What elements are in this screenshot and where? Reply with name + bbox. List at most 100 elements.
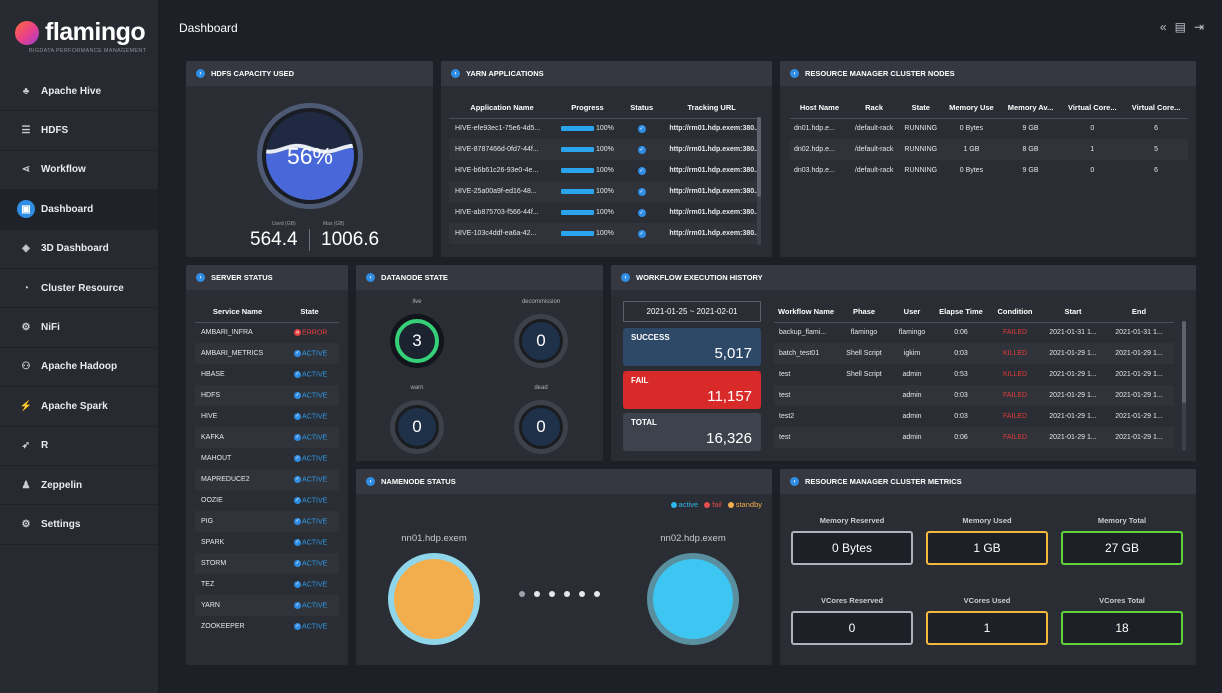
table-row[interactable]: YARN ✓ ACTIVE bbox=[195, 595, 339, 616]
table-row[interactable]: test Shell Script admin 0:53 KILLED 2021-01-2… bbox=[774, 364, 1174, 385]
namenode-1-name: nn01.hdp.exem bbox=[401, 533, 467, 544]
col-header[interactable]: Start bbox=[1042, 301, 1104, 323]
total-stat[interactable]: TOTAL 16,326 bbox=[623, 413, 761, 451]
logout-icon[interactable]: ⇥ bbox=[1193, 20, 1204, 34]
table-row[interactable]: HIVE-ab875703-f566-44f... 100% ✓ http://rm0… bbox=[449, 202, 760, 223]
check-circle-icon: ✓ bbox=[294, 349, 302, 357]
table-row[interactable]: HIVE-8787466d-0fd7-44f... 100% ✓ http://rm0… bbox=[449, 139, 760, 160]
table-row[interactable]: test admin 0:03 FAILED 2021-01-29 1... 2021-0… bbox=[774, 385, 1174, 406]
col-header[interactable]: Status bbox=[619, 97, 664, 119]
table-cell: 9 GB bbox=[1022, 167, 1039, 174]
nifi-icon: ⚙ bbox=[21, 322, 31, 334]
table-row[interactable]: MAHOUT ✓ ACTIVE bbox=[195, 448, 339, 469]
table-row[interactable]: KAFKA ✓ ACTIVE bbox=[195, 427, 339, 448]
scroll-thumb[interactable] bbox=[757, 117, 761, 197]
table-row[interactable]: dn02.hdp.e.../default-rack RUNNING 1 GB 8 G… bbox=[790, 139, 1188, 160]
brand[interactable]: flamingo BIGDATA PERFORMANCE MANAGEMENT bbox=[0, 0, 158, 72]
table-row[interactable]: HBASE ✓ ACTIVE bbox=[195, 364, 339, 385]
tracking-url-link[interactable]: http://rm01.hdp.exem:380... bbox=[669, 125, 760, 133]
namenode-1-standby[interactable] bbox=[388, 553, 480, 645]
gauge-fill-highlight bbox=[266, 140, 354, 154]
table-row[interactable]: HDFS ✓ ACTIVE bbox=[195, 385, 339, 406]
col-header[interactable]: State bbox=[280, 301, 339, 323]
tracking-url-link[interactable]: http://rm01.hdp.exem:380... bbox=[669, 167, 760, 174]
col-header[interactable]: Memory Use bbox=[942, 97, 1001, 119]
table-row[interactable]: dn03.hdp.e... /default-rack RUNNING 0 Bytes… bbox=[790, 160, 1188, 181]
sidebar-item-zeppelin[interactable]: ♟ Zeppelin bbox=[0, 466, 158, 506]
col-header[interactable]: Host Name bbox=[790, 97, 849, 119]
carousel-dot[interactable] bbox=[519, 591, 525, 597]
table-row[interactable]: test admin 0:06 FAILED 2021-01-29 1... 2021-0… bbox=[774, 427, 1174, 448]
namenode-2-active[interactable] bbox=[647, 553, 739, 645]
sidebar-item-hdfs[interactable]: ☰ HDFS bbox=[0, 111, 158, 151]
col-header[interactable]: Memory Av... bbox=[1000, 97, 1061, 119]
table-row[interactable]: AMBARI_INFRA ✕ ERROR bbox=[195, 322, 339, 343]
sidebar-item-dashboard[interactable]: ▣ Dashboard bbox=[0, 190, 158, 230]
table-row[interactable]: OOZIE ✓ ACTIVE bbox=[195, 490, 339, 511]
dead-count: 0 bbox=[519, 405, 563, 449]
col-header[interactable]: Condition bbox=[988, 301, 1042, 323]
date-range-picker[interactable]: 2021-01-25 ~ 2021-02-01 bbox=[623, 301, 761, 322]
col-header[interactable]: End bbox=[1104, 301, 1174, 323]
app-name-cell: HIVE-25a00a9f-ed16-48... bbox=[449, 181, 555, 202]
sidebar-item-label: Apache Spark bbox=[41, 400, 108, 412]
carousel-dot[interactable] bbox=[549, 591, 555, 597]
server-status-table-body: AMBARI_INFRA ✕ ERROR AMBARI_METRICS ✓ ACTIVE H… bbox=[195, 322, 339, 637]
tracking-url-link[interactable]: http://rm01.hdp.exem:380... bbox=[669, 209, 760, 216]
col-header[interactable]: User bbox=[890, 301, 934, 323]
success-stat[interactable]: SUCCESS 5,017 bbox=[623, 328, 761, 366]
carousel-dot[interactable] bbox=[564, 591, 570, 597]
col-header[interactable]: Progress bbox=[554, 97, 620, 119]
col-header[interactable]: Service Name bbox=[195, 301, 281, 323]
sidebar-item-settings[interactable]: ⚙ Settings bbox=[0, 505, 158, 545]
table-row[interactable]: TEZ ✓ ACTIVE bbox=[195, 574, 339, 595]
table-row[interactable]: PIG ✓ ACTIVE bbox=[195, 511, 339, 532]
tracking-url-link[interactable]: http://rm01.hdp.exem:380... bbox=[663, 139, 760, 160]
sidebar-item-r[interactable]: ➶ R bbox=[0, 427, 158, 466]
table-row[interactable]: STORM ✓ ACTIVE bbox=[195, 553, 339, 574]
col-header[interactable]: Elapse Time bbox=[934, 301, 988, 323]
table-row[interactable]: SPARK ✓ ACTIVE bbox=[195, 532, 339, 553]
col-header[interactable]: Workflow Name bbox=[774, 301, 838, 323]
col-header[interactable]: State bbox=[899, 97, 943, 119]
carousel-dot[interactable] bbox=[579, 591, 585, 597]
col-header[interactable]: Rack bbox=[848, 97, 900, 119]
table-row[interactable]: HIVE-25a00a9f-ed16-48... 100% ✓ http://rm01… bbox=[449, 181, 760, 202]
table-row[interactable]: MAPREDUCE2 ✓ ACTIVE bbox=[195, 469, 339, 490]
yarn-scrollbar[interactable] bbox=[757, 117, 761, 245]
collapse-sidebar-icon[interactable]: « bbox=[1159, 20, 1167, 34]
table-row[interactable]: test2 admin 0:03 FAILED 2021-01-29 1... 2021-… bbox=[774, 406, 1174, 427]
table-row[interactable]: AMBARI_METRICS ✓ ACTIVE bbox=[195, 343, 339, 364]
table-row[interactable]: dn01.hdp.e... /default-rack RUNNING 0 Bytes… bbox=[790, 118, 1188, 139]
service-name-cell: YARN bbox=[195, 595, 281, 616]
fullscreen-icon[interactable]: ▤ bbox=[1174, 20, 1186, 34]
tracking-url-link[interactable]: http://rm01.hdp.exem:380... bbox=[663, 223, 760, 244]
sidebar-item-cluster-resource[interactable]: ◔ Cluster Resource bbox=[0, 269, 158, 309]
col-header[interactable]: Virtual Core... bbox=[1060, 97, 1125, 119]
sidebar-item-apache-hadoop[interactable]: ⚇ Apache Hadoop bbox=[0, 348, 158, 388]
table-row[interactable]: HIVE-b6b61c26-93e0-4e... 100% ✓ http://rm01… bbox=[449, 160, 760, 181]
table-row[interactable]: HIVE-103c4ddf-ea6a-42... 100% ✓ http://rm01… bbox=[449, 223, 760, 244]
tracking-url-link[interactable]: http://rm01.hdp.exem:380... bbox=[663, 181, 760, 202]
table-row[interactable]: backup_flami... flamingo flamingo 0:06 FAILE… bbox=[774, 322, 1174, 343]
col-header[interactable]: Application Name bbox=[449, 97, 555, 119]
scroll-thumb[interactable] bbox=[1182, 321, 1186, 403]
fail-stat[interactable]: FAIL 11,157 bbox=[623, 371, 761, 409]
carousel-dot[interactable] bbox=[594, 591, 600, 597]
table-row[interactable]: batch_test01 Shell Script igkim 0:03 KILLED 2… bbox=[774, 343, 1174, 364]
col-header[interactable]: Phase bbox=[838, 301, 890, 323]
table-row[interactable]: ZOOKEEPER ✓ ACTIVE bbox=[195, 616, 339, 637]
col-header[interactable]: Tracking URL bbox=[663, 97, 760, 119]
table-row[interactable]: HIVE-efe93ec1-75e6-4d5... 100% ✓ http://rm0… bbox=[449, 118, 760, 139]
table-row[interactable]: HIVE ✓ ACTIVE bbox=[195, 406, 339, 427]
carousel-dot[interactable] bbox=[534, 591, 540, 597]
sidebar-item-workflow[interactable]: ⋖ Workflow bbox=[0, 151, 158, 191]
sidebar-item-apache-hive[interactable]: ♣ Apache Hive bbox=[0, 72, 158, 112]
col-header[interactable]: Virtual Core... bbox=[1124, 97, 1188, 119]
panel-title: WORKFLOW EXECUTION HISTORY bbox=[636, 273, 763, 282]
sidebar-item-3d-dashboard[interactable]: ◈ 3D Dashboard bbox=[0, 230, 158, 269]
chevron-right-icon: › bbox=[790, 477, 799, 486]
workflow-scrollbar[interactable] bbox=[1182, 321, 1186, 451]
sidebar-item-apache-spark[interactable]: ⚡ Apache Spark bbox=[0, 387, 158, 427]
sidebar-item-nifi[interactable]: ⚙ NiFi bbox=[0, 308, 158, 348]
